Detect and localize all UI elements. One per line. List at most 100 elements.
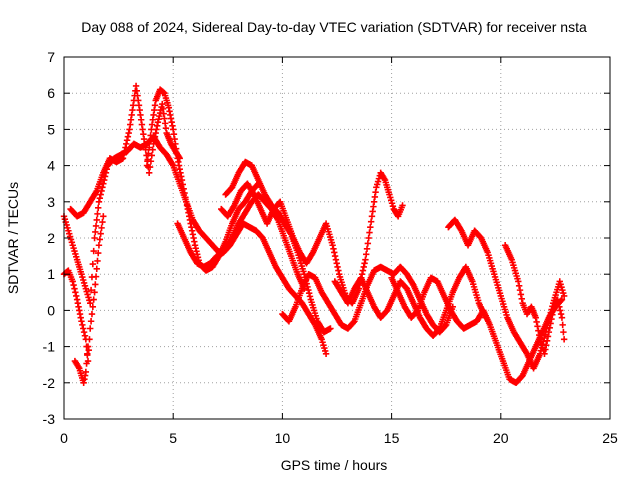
data-point [306,293,314,300]
data-point [89,303,97,310]
data-point [99,218,106,226]
data-point [94,257,101,265]
data-point [87,325,94,332]
data-point [180,185,187,192]
data-point [81,332,89,339]
data-point [534,323,541,330]
data-point [89,260,97,268]
data-point [96,194,104,202]
data-point [559,321,566,329]
series-sat-b [60,213,107,365]
data-point [90,247,97,255]
data-point [70,281,77,289]
data-point [78,318,85,325]
data-point [96,236,104,243]
data-point [518,295,525,303]
series-sat-f [174,220,330,358]
data-point [80,325,87,332]
data-point [535,327,542,334]
data-point [358,271,366,278]
data-point [87,299,94,307]
data-point [361,260,368,267]
data-point [515,278,522,285]
data-point [123,140,130,148]
data-point [98,224,105,232]
data-point [329,242,336,249]
y-tick-label: 2 [47,230,55,246]
data-point [95,204,102,212]
data-point [141,140,149,148]
data-point [97,191,104,198]
axis-ticks: 0 5 10 15 20 25 -3 -2 -1 0 1 2 3 4 5 6 7 [43,49,618,446]
data-point [87,286,95,294]
data-point [122,144,129,151]
y-tick-label: 7 [47,49,55,65]
data-point [142,146,149,153]
data-point [181,189,188,197]
data-point [146,138,154,145]
data-point [543,341,550,349]
data-point [335,267,342,274]
data-point [332,256,340,263]
data-point [558,314,566,321]
x-tick-label: 25 [602,430,618,446]
data-point [124,133,132,140]
data-point [327,325,334,332]
y-tick-label: -1 [43,339,56,355]
data-point [87,318,95,325]
data-point [119,155,127,162]
data-point [121,147,128,155]
y-tick-label: 6 [47,85,55,101]
data-point [93,265,100,272]
data-point [362,256,369,263]
data-point [334,263,341,271]
data-point [123,137,131,144]
data-point [178,176,186,184]
data-point [145,169,153,177]
data-point [92,273,100,280]
data-point [546,324,553,331]
data-point [533,318,540,326]
data-point [179,181,187,188]
data-point [79,321,86,329]
x-axis-label: GPS time / hours [281,457,388,473]
data-point [399,202,406,209]
data-point [90,296,97,303]
data-point [84,351,91,359]
data-point [557,307,564,314]
data-point [532,314,539,321]
x-tick-label: 10 [275,430,291,446]
data-point [91,289,98,296]
data-point [557,310,565,318]
y-tick-label: 0 [47,302,55,318]
data-point [143,162,151,169]
data-point [516,286,524,294]
data-point [322,350,330,358]
data-point [92,281,99,288]
data-point [93,216,100,224]
data-point [91,234,98,242]
data-point [149,146,156,153]
data-point [363,245,371,253]
data-point [367,218,375,225]
data-point [548,315,555,323]
data-point [542,346,549,353]
series-sat-m [501,242,568,358]
data-point [95,242,103,249]
data-point [84,343,92,350]
series-sat-l [445,216,568,372]
data-point [560,292,568,300]
data-point [97,230,104,237]
data-point [556,303,563,310]
data-point [366,229,373,236]
data-point [82,368,90,376]
data-point [305,286,312,294]
data-point [94,210,101,218]
y-tick-label: 5 [47,121,55,137]
data-point [364,240,372,247]
data-point [148,152,155,159]
data-point [545,328,553,336]
data-point [544,333,552,340]
data-point [330,245,337,253]
